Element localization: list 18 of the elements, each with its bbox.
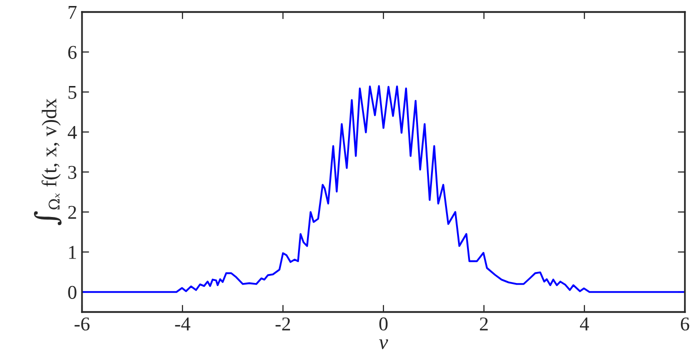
y-tick-label: 5 bbox=[68, 86, 76, 99]
x-tick-label: 6 bbox=[680, 317, 690, 331]
y-tick-label: 1 bbox=[69, 246, 76, 259]
x-axis-title: v bbox=[379, 339, 388, 350]
x-tick-label: 2 bbox=[480, 317, 488, 330]
x-tick-label: 4 bbox=[580, 318, 589, 330]
x-tick-label: -2 bbox=[276, 317, 290, 330]
y-axis-title: ∫$_{Ωₓ}$ f(t, x, v)dx bbox=[34, 98, 62, 226]
x-tick-label: -6 bbox=[74, 317, 90, 331]
y-tick-label: 0 bbox=[68, 286, 76, 299]
y-tick-label: 2 bbox=[68, 206, 76, 219]
x-tick-label: -4 bbox=[175, 318, 190, 330]
y-tick-label: 3 bbox=[68, 166, 76, 179]
y-tick-label: 7 bbox=[68, 6, 77, 19]
y-tick-label: 6 bbox=[68, 46, 77, 59]
line-series bbox=[82, 85, 685, 293]
x-tick-label: 0 bbox=[379, 317, 388, 331]
y-tick-label: 4 bbox=[68, 126, 77, 139]
